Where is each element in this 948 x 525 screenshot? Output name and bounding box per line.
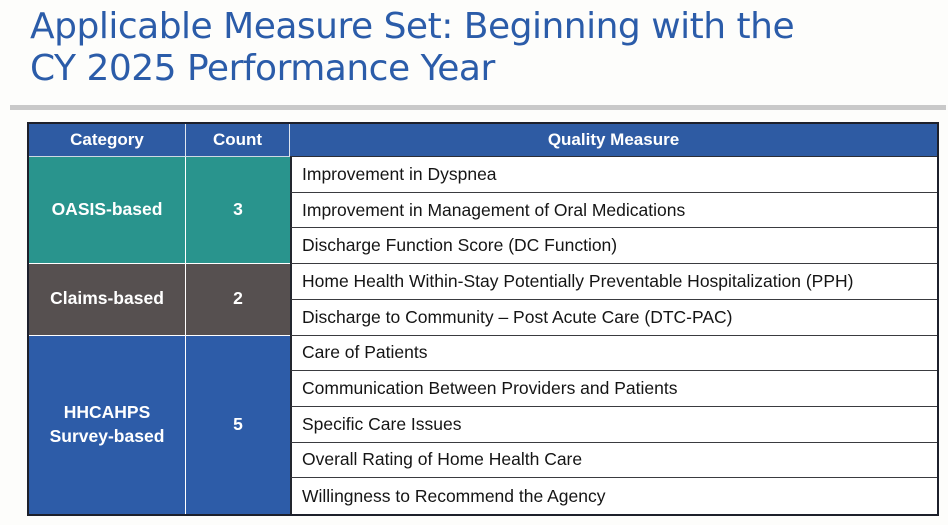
measure-cell: Discharge to Community – Post Acute Care…: [290, 299, 937, 336]
category-cell: Claims-based: [29, 264, 186, 336]
measure-cell: Willingness to Recommend the Agency: [290, 478, 937, 514]
measure-cell: Improvement in Management of Oral Medica…: [290, 192, 937, 229]
measure-cell: Communication Between Providers and Pati…: [290, 371, 937, 407]
measure-cell: Care of Patients: [290, 335, 937, 372]
measure-table: Category Count Quality Measure OASIS-bas…: [27, 122, 939, 516]
page-title-line1: Applicable Measure Set: Beginning with t…: [30, 6, 795, 47]
measure-cell: Overall Rating of Home Health Care: [290, 442, 937, 479]
measure-cell: Specific Care Issues: [290, 406, 937, 443]
measure-cell: Discharge Function Score (DC Function): [290, 228, 937, 265]
column-header-count: Count: [186, 124, 290, 157]
measure-cell: Improvement in Dyspnea: [290, 157, 937, 193]
column-header-category: Category: [29, 124, 186, 157]
count-cell: 2: [186, 264, 290, 336]
measure-cell: Home Health Within-Stay Potentially Prev…: [290, 264, 937, 300]
count-cell: 5: [186, 335, 290, 514]
category-cell: OASIS-based: [29, 157, 186, 265]
category-cell: HHCAHPS Survey-based: [29, 335, 186, 514]
title-divider-bar: [10, 105, 946, 110]
page-title: Applicable Measure Set: Beginning with t…: [30, 6, 940, 90]
count-cell: 3: [186, 157, 290, 265]
column-header-quality-measure: Quality Measure: [290, 124, 937, 157]
page-title-line2: CY 2025 Performance Year: [30, 48, 495, 89]
